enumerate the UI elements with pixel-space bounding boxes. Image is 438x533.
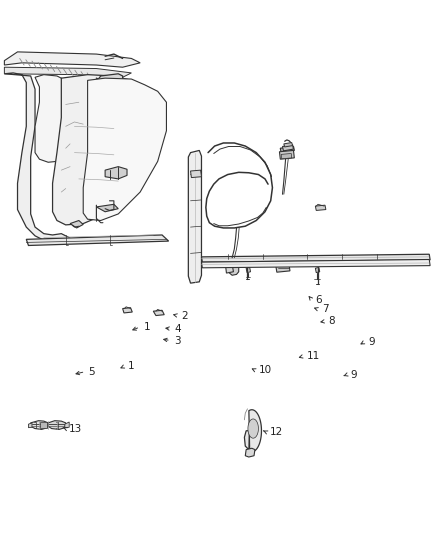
Text: 13: 13 — [69, 424, 82, 433]
Polygon shape — [31, 421, 48, 430]
Polygon shape — [201, 260, 430, 268]
Text: 3: 3 — [174, 335, 181, 345]
Polygon shape — [281, 154, 292, 159]
Polygon shape — [315, 268, 320, 273]
Polygon shape — [40, 422, 47, 427]
Text: 1: 1 — [144, 322, 150, 332]
Text: 9: 9 — [368, 337, 374, 347]
Polygon shape — [35, 75, 83, 162]
Text: 11: 11 — [307, 351, 320, 361]
Polygon shape — [188, 150, 201, 283]
Text: 5: 5 — [88, 367, 95, 377]
Text: 2: 2 — [181, 311, 187, 320]
Polygon shape — [226, 264, 233, 273]
Polygon shape — [230, 264, 239, 275]
Polygon shape — [53, 75, 149, 225]
Text: 8: 8 — [328, 316, 335, 326]
Text: 12: 12 — [269, 427, 283, 437]
Polygon shape — [315, 205, 326, 211]
Polygon shape — [28, 423, 32, 427]
Polygon shape — [4, 52, 140, 67]
Polygon shape — [246, 268, 251, 273]
Text: 7: 7 — [322, 304, 328, 314]
Text: 10: 10 — [258, 365, 272, 375]
Polygon shape — [245, 448, 255, 457]
Polygon shape — [70, 221, 83, 228]
Polygon shape — [26, 235, 169, 246]
Polygon shape — [284, 142, 293, 147]
Polygon shape — [105, 167, 127, 179]
Polygon shape — [48, 421, 66, 430]
Polygon shape — [96, 204, 118, 212]
Text: 6: 6 — [315, 295, 322, 305]
Text: 4: 4 — [174, 324, 181, 334]
Polygon shape — [4, 67, 131, 77]
Polygon shape — [4, 73, 70, 243]
Ellipse shape — [307, 258, 324, 262]
Polygon shape — [280, 147, 294, 152]
Text: 9: 9 — [350, 370, 357, 379]
Polygon shape — [191, 170, 201, 177]
Polygon shape — [65, 422, 69, 427]
Polygon shape — [283, 145, 293, 151]
Polygon shape — [244, 410, 261, 452]
Polygon shape — [103, 80, 120, 91]
Polygon shape — [83, 78, 166, 221]
Text: 1: 1 — [128, 361, 134, 372]
Polygon shape — [96, 74, 123, 84]
Polygon shape — [123, 308, 132, 313]
Polygon shape — [201, 254, 430, 262]
Polygon shape — [279, 150, 294, 159]
Polygon shape — [276, 265, 290, 272]
Polygon shape — [248, 419, 258, 438]
Polygon shape — [153, 310, 164, 316]
